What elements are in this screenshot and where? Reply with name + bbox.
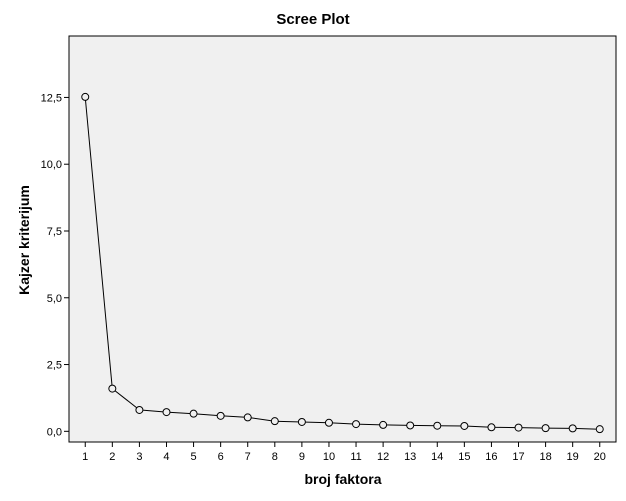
y-tick-label: 0,0 [47,426,62,438]
data-point [460,421,469,430]
x-axis-ticks: 1 2 3 4 5 6 7 8 9 10 11 12 13 14 15 16 17 18 19 20 [82,442,606,463]
data-point [541,424,550,433]
x-tick-label: 5 [191,451,197,463]
x-tick-label: 10 [323,451,335,463]
data-point [568,424,577,433]
x-tick-label: 11 [350,451,361,463]
x-tick-label: 14 [431,451,443,463]
y-tick-label: 10,0 [41,159,62,171]
x-tick-label: 13 [404,451,416,463]
data-point [135,405,144,414]
x-tick-label: 15 [458,451,470,463]
data-point [324,418,333,427]
x-tick-label: 1 [82,451,88,463]
data-point [352,420,361,429]
y-tick-label: 7,5 [47,226,62,238]
x-tick-label: 2 [109,451,115,463]
y-tick-label: 2,5 [47,360,62,372]
data-point [81,92,90,101]
data-point [108,384,117,393]
data-point [514,423,523,432]
x-tick-label: 16 [485,451,497,463]
x-tick-label: 19 [567,451,579,463]
data-point [406,421,415,430]
data-point [595,425,604,434]
series-line [84,96,600,430]
x-tick-label: 6 [218,451,224,463]
x-tick-label: 3 [136,451,142,463]
x-tick-label: 7 [245,451,251,463]
x-tick-label: 8 [272,451,278,463]
x-tick-label: 20 [594,451,606,463]
y-tick-label: 12,5 [41,92,62,104]
data-point [379,420,388,429]
x-tick-label: 9 [299,451,305,463]
data-point [189,409,198,418]
y-axis-ticks: 0,0 2,5 5,0 7,5 10,0 12,5 [41,92,69,438]
data-point [162,408,171,417]
y-tick-label: 5,0 [47,293,62,305]
x-tick-label: 18 [539,451,551,463]
data-point [297,417,306,426]
data-point [243,413,252,422]
x-axis-label: broj faktora [304,471,382,487]
plot-area [68,35,617,443]
data-point [270,417,279,426]
x-tick-label: 12 [377,451,389,463]
data-points [81,92,604,434]
x-tick-label: 17 [512,451,524,463]
data-point [487,423,496,432]
data-point [433,421,442,430]
chart-title: Scree Plot [276,11,350,28]
data-point [216,411,225,420]
x-tick-label: 4 [163,451,169,463]
